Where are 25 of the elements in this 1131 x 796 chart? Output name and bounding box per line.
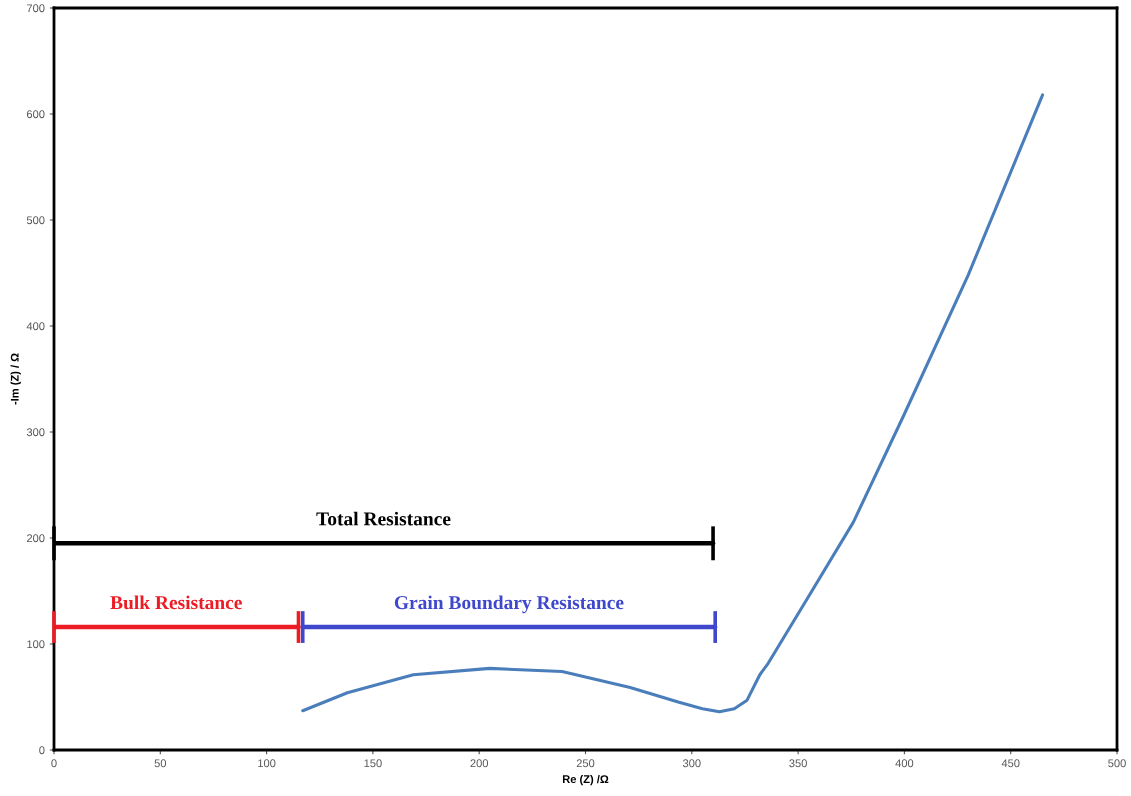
y-tick-label: 300 <box>26 428 45 437</box>
line-series <box>301 93 1045 714</box>
x-tick-label: 150 <box>364 759 382 768</box>
x-tick-label: 300 <box>682 759 701 768</box>
x-tick-label: 450 <box>1001 759 1020 768</box>
y-tick-label: 700 <box>27 4 45 13</box>
x-axis-title: Re (Z) /Ω <box>562 774 609 786</box>
y-tick-label: 500 <box>26 216 45 225</box>
y-tick-label: 200 <box>26 534 45 543</box>
y-tick-label: 100 <box>27 640 45 649</box>
y-axis-title: -Im (Z) / Ω <box>10 353 21 405</box>
x-tick-label: 50 <box>154 759 167 768</box>
series-label: Total Resistance <box>316 511 451 526</box>
series-label: Bulk Resistance <box>110 595 242 610</box>
series-label: Grain Boundary Resistance <box>394 595 624 614</box>
x-tick-label: 0 <box>51 759 57 768</box>
x-tick-label: 250 <box>576 759 595 768</box>
y-tick-label: 600 <box>27 110 45 119</box>
y-tick-label: 0 <box>39 746 45 755</box>
x-tick-label: 200 <box>470 759 489 768</box>
y-tick-label: 400 <box>26 322 45 331</box>
x-tick-label: 100 <box>258 759 276 768</box>
x-tick-label: 500 <box>1108 759 1126 768</box>
x-tick-label: 400 <box>895 759 914 768</box>
x-tick-label: 350 <box>789 759 807 768</box>
